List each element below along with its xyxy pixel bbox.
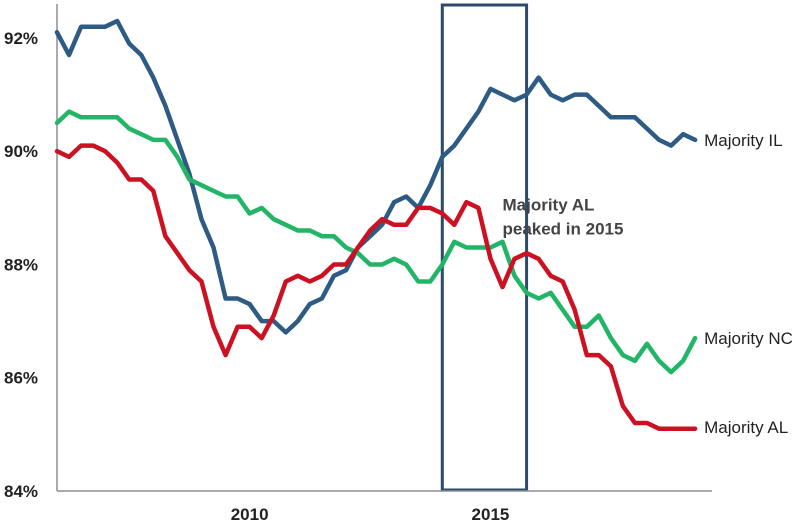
annotation: Majority AL peaked in 2015 (502, 196, 623, 239)
y-tick-label: 90% (4, 142, 38, 161)
y-tick-label: 86% (4, 369, 38, 388)
series-lines (54, 18, 698, 431)
y-tick-label: 88% (4, 255, 38, 274)
y-tick-label: 92% (4, 29, 38, 48)
series-line-majority-al (54, 143, 698, 431)
series-line-majority-nc (54, 109, 698, 375)
x-tick-label: 2010 (231, 505, 269, 524)
series-label: Majority IL (704, 131, 782, 150)
annotation-line: peaked in 2015 (502, 220, 623, 239)
x-tick-label: 2015 (472, 505, 510, 524)
series-label: Majority AL (704, 418, 788, 437)
axes (56, 4, 712, 492)
series-labels: Majority IL Majority NC Majority AL (704, 131, 793, 437)
series-line-majority-il (54, 18, 698, 335)
y-tick-label: 84% (4, 482, 38, 501)
highlight-layer (440, 3, 529, 492)
series-label: Majority NC (704, 329, 793, 348)
tick-labels: 84% 86% 88% 90% 92% 2010 2015 (4, 29, 509, 524)
annotation-line: Majority AL (502, 196, 594, 215)
highlight-box (440, 3, 529, 492)
